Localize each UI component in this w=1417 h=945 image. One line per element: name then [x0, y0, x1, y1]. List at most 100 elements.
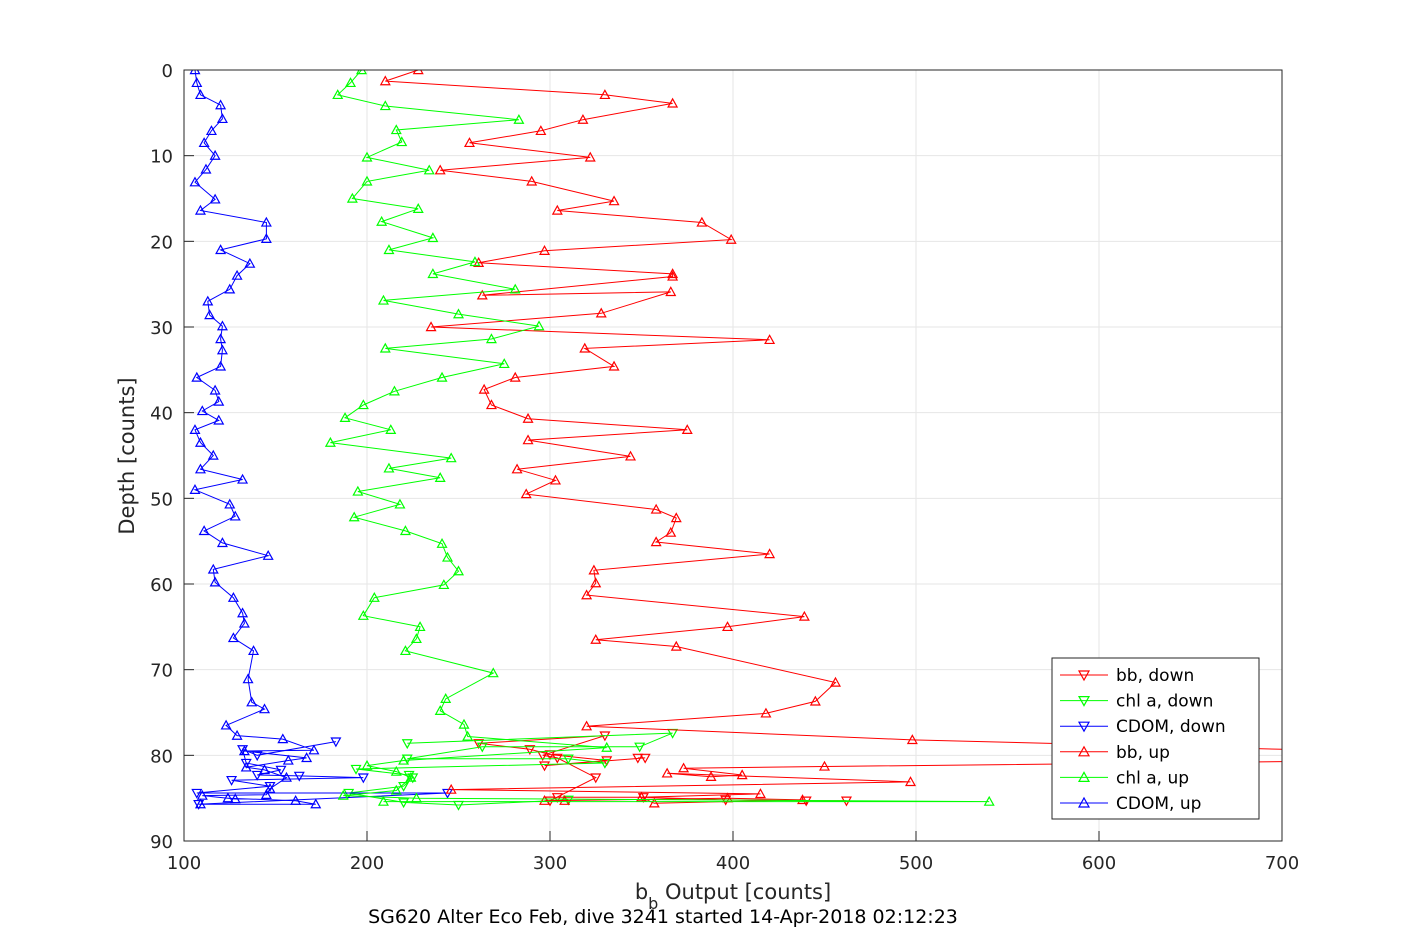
y-tick-label: 60 [150, 575, 173, 596]
data-point [248, 645, 260, 656]
data-point [577, 113, 589, 124]
data-point [458, 718, 470, 729]
data-point [196, 405, 208, 416]
data-point [725, 233, 737, 244]
data-point [310, 798, 322, 809]
data-point [388, 385, 400, 396]
y-tick-label: 40 [150, 404, 173, 425]
data-point [240, 758, 252, 769]
data-point [509, 371, 521, 382]
series-line [478, 735, 847, 802]
data-point [581, 589, 593, 600]
data-point [595, 307, 607, 318]
data-point [427, 232, 439, 243]
data-point [442, 551, 454, 562]
data-point [222, 792, 234, 803]
data-point [581, 720, 593, 731]
data-point [240, 761, 252, 772]
data-point [198, 137, 210, 148]
data-point [308, 744, 320, 755]
data-point [390, 124, 402, 135]
data-point [410, 792, 422, 803]
data-point [670, 640, 682, 651]
data-point [1314, 757, 1323, 765]
data-point [216, 537, 228, 548]
data-point [436, 371, 448, 382]
data-point [242, 673, 254, 684]
data-point [412, 70, 424, 75]
data-point [332, 89, 344, 100]
data-point [904, 776, 917, 787]
y-tick-label: 30 [150, 318, 173, 339]
data-point [434, 705, 446, 715]
data-point [209, 576, 221, 587]
data-point [906, 734, 918, 745]
data-point [599, 89, 611, 100]
data-point [665, 286, 677, 297]
chart-title: SG620 Alter Eco Feb, dive 3241 started 1… [368, 906, 958, 928]
y-tick-label: 80 [150, 746, 173, 767]
data-point [511, 463, 523, 474]
data-point [227, 591, 239, 602]
legend-marker [1077, 745, 1091, 757]
data-point [705, 771, 717, 781]
data-point [324, 436, 336, 447]
data-point [194, 436, 206, 447]
data-point [452, 308, 465, 319]
data-point [476, 742, 488, 753]
series-4 [324, 70, 995, 806]
legend-label: bb, down [1116, 666, 1194, 686]
data-point [590, 577, 602, 588]
data-point [379, 342, 391, 353]
series-3 [379, 70, 1323, 808]
data-point [399, 645, 411, 656]
legend-label: CDOM, down [1116, 717, 1226, 737]
data-point [764, 548, 776, 559]
data-point [549, 474, 562, 485]
x-axis-label-subscript: b [648, 894, 658, 913]
data-point [194, 463, 206, 474]
data-point [410, 633, 422, 644]
data-point [251, 770, 263, 781]
data-point [229, 510, 241, 521]
data-point [246, 696, 258, 707]
data-point [198, 525, 210, 536]
data-point [440, 693, 452, 703]
data-point [473, 739, 485, 750]
data-point [376, 215, 388, 226]
data-point [224, 498, 236, 509]
data-point [216, 320, 228, 331]
data-point [538, 245, 551, 255]
x-axis-label: bb Output [counts] [635, 880, 831, 913]
series-line [330, 70, 990, 803]
data-point [260, 216, 272, 227]
legend-box [1051, 657, 1260, 820]
data-point [579, 342, 591, 353]
data-point [231, 729, 243, 740]
y-tick-label: 90 [150, 832, 173, 853]
legend-marker [1077, 721, 1091, 733]
data-point [209, 193, 221, 204]
y-axis-label: Depth [counts] [115, 377, 139, 534]
data-point [379, 75, 391, 86]
data-point [983, 795, 995, 806]
data-point [798, 610, 810, 621]
data-point [485, 333, 497, 344]
data-point [634, 742, 646, 753]
y-tick-label: 70 [150, 661, 173, 682]
data-point [189, 70, 201, 75]
data-point [637, 793, 649, 804]
data-point [473, 257, 485, 267]
legend-marker [1077, 771, 1091, 782]
x-axis-label-rest: Output [counts] [658, 880, 831, 904]
data-point [809, 695, 821, 706]
data-point [829, 676, 841, 687]
data-point [244, 257, 256, 268]
data-point [259, 764, 271, 775]
data-point [204, 309, 216, 320]
y-tick-label: 10 [150, 147, 173, 168]
data-point [414, 621, 426, 632]
data-point [650, 536, 662, 547]
data-point [213, 395, 225, 406]
data-point [226, 775, 238, 786]
